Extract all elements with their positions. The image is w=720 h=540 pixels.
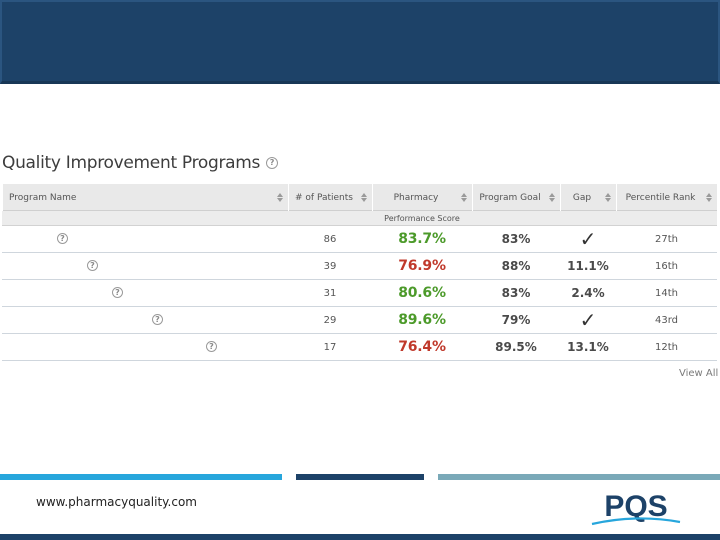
column-header-percentile-rank[interactable]: Percentile Rank xyxy=(616,184,717,211)
accent-bar-navy xyxy=(296,474,424,480)
program-goal-cell: 89.5% xyxy=(495,340,537,354)
qip-table: Program Name # of Patients Pharmacy Prog… xyxy=(2,184,717,361)
pharmacy-score-cell: 76.9% xyxy=(398,258,446,274)
table-header: Program Name # of Patients Pharmacy Prog… xyxy=(2,184,717,211)
check-icon: ✓ xyxy=(579,308,597,332)
sort-icon[interactable] xyxy=(275,193,285,202)
column-label: Gap xyxy=(572,192,592,203)
accent-bar-teal xyxy=(438,474,720,480)
patients-cell: 17 xyxy=(323,341,337,353)
column-label: Program Goal xyxy=(479,192,541,203)
help-icon[interactable]: ? xyxy=(112,287,123,298)
help-icon[interactable]: ? xyxy=(206,341,217,352)
pharmacy-score-cell: 80.6% xyxy=(398,285,446,301)
column-label: Program Name xyxy=(9,192,77,203)
percentile-rank-cell: 27th xyxy=(655,233,678,245)
program-goal-cell: 83% xyxy=(501,286,531,300)
accent-bar-cyan xyxy=(0,474,282,480)
percentile-rank-cell: 14th xyxy=(655,287,678,299)
top-banner xyxy=(0,0,720,84)
sort-icon[interactable] xyxy=(704,193,714,202)
gap-cell: 11.1% xyxy=(567,259,609,273)
view-all-link[interactable]: View All xyxy=(679,368,719,379)
pharmacy-score-cell: 89.6% xyxy=(398,312,446,328)
column-header-patients[interactable]: # of Patients xyxy=(288,184,372,211)
table-subheader: Performance Score xyxy=(2,211,717,226)
sort-icon[interactable] xyxy=(547,193,557,202)
column-header-program-name[interactable]: Program Name xyxy=(2,184,288,211)
gap-cell: 2.4% xyxy=(571,286,605,300)
column-header-gap[interactable]: Gap xyxy=(560,184,616,211)
gap-cell: 13.1% xyxy=(567,340,609,354)
patients-cell: 31 xyxy=(323,287,337,299)
program-goal-cell: 79% xyxy=(501,313,531,327)
column-header-program-goal[interactable]: Program Goal xyxy=(472,184,560,211)
patients-cell: 29 xyxy=(323,314,337,326)
column-header-pharmacy[interactable]: Pharmacy xyxy=(372,184,472,211)
patients-cell: 86 xyxy=(323,233,337,245)
table-row[interactable]: ? 29 89.6% 79% ✓ 43rd xyxy=(2,307,717,334)
performance-score-label: Performance Score xyxy=(384,214,460,223)
section-header: Quality Improvement Programs ? xyxy=(2,151,279,175)
check-icon: ✓ xyxy=(579,227,597,251)
help-icon[interactable]: ? xyxy=(152,314,163,325)
pqs-logo: PQS xyxy=(591,490,681,526)
sort-icon[interactable] xyxy=(459,193,469,202)
footer-url: www.pharmacyquality.com xyxy=(36,495,197,509)
column-label: Percentile Rank xyxy=(625,192,696,203)
help-icon[interactable]: ? xyxy=(266,157,279,169)
help-icon[interactable]: ? xyxy=(57,233,68,244)
column-label: # of Patients xyxy=(295,192,353,203)
help-icon[interactable]: ? xyxy=(87,260,98,271)
table-row[interactable]: ? 39 76.9% 88% 11.1% 16th xyxy=(2,253,717,280)
sort-icon[interactable] xyxy=(603,193,613,202)
percentile-rank-cell: 12th xyxy=(655,341,678,353)
page-title: Quality Improvement Programs xyxy=(2,153,261,173)
pharmacy-score-cell: 76.4% xyxy=(398,339,446,355)
table-row[interactable]: ? 86 83.7% 83% ✓ 27th xyxy=(2,226,717,253)
percentile-rank-cell: 16th xyxy=(655,260,678,272)
program-goal-cell: 88% xyxy=(501,259,531,273)
patients-cell: 39 xyxy=(323,260,337,272)
sort-icon[interactable] xyxy=(359,193,369,202)
program-goal-cell: 83% xyxy=(501,232,531,246)
pharmacy-score-cell: 83.7% xyxy=(398,231,446,247)
table-row[interactable]: ? 17 76.4% 89.5% 13.1% 12th xyxy=(2,334,717,361)
table-row[interactable]: ? 31 80.6% 83% 2.4% 14th xyxy=(2,280,717,307)
percentile-rank-cell: 43rd xyxy=(654,314,678,326)
footer-strip xyxy=(0,534,720,540)
column-label: Pharmacy xyxy=(393,192,439,203)
